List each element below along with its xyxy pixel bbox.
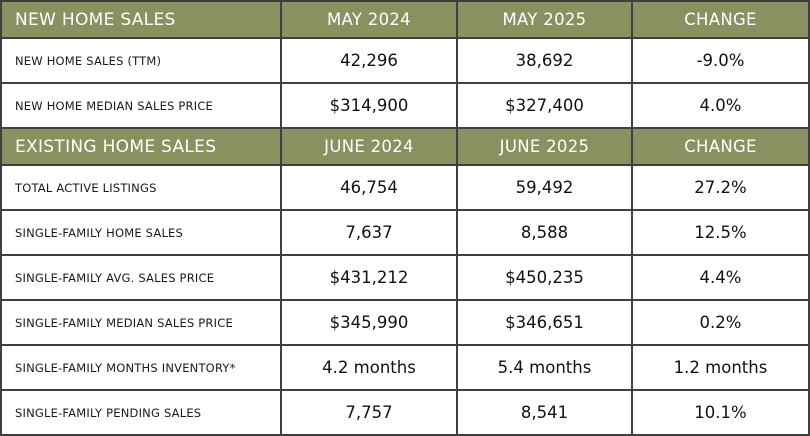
row-value-change: 4.0% <box>631 82 810 129</box>
row-value-change: 10.1% <box>631 389 810 436</box>
row-value-change: -9.0% <box>631 37 810 84</box>
row-value-2025: 59,492 <box>456 164 633 211</box>
existing-home-sales-section-title: EXISTING HOME SALES <box>0 127 282 166</box>
row-value-2025: $346,651 <box>456 299 633 346</box>
row-value-2024: 7,637 <box>280 209 458 256</box>
row-label: SINGLE-FAMILY AVG. SALES PRICE <box>0 254 282 301</box>
table-row: SINGLE-FAMILY MONTHS INVENTORY* 4.2 mont… <box>0 344 810 391</box>
table-row: TOTAL ACTIVE LISTINGS 46,754 59,492 27.2… <box>0 164 810 211</box>
row-value-change: 27.2% <box>631 164 810 211</box>
row-label: TOTAL ACTIVE LISTINGS <box>0 164 282 211</box>
existing-home-sales-header-row: EXISTING HOME SALES JUNE 2024 JUNE 2025 … <box>0 127 810 166</box>
table-row: SINGLE-FAMILY HOME SALES 7,637 8,588 12.… <box>0 209 810 256</box>
column-header-change: CHANGE <box>631 127 810 166</box>
new-home-sales-header-row: NEW HOME SALES MAY 2024 MAY 2025 CHANGE <box>0 0 810 39</box>
table-row: NEW HOME SALES (TTM) 42,296 38,692 -9.0% <box>0 37 810 84</box>
row-value-2025: 8,588 <box>456 209 633 256</box>
row-value-2024: 42,296 <box>280 37 458 84</box>
row-value-2024: 46,754 <box>280 164 458 211</box>
row-label: NEW HOME MEDIAN SALES PRICE <box>0 82 282 129</box>
column-header-may-2025: MAY 2025 <box>456 0 633 39</box>
row-label: SINGLE-FAMILY MONTHS INVENTORY* <box>0 344 282 391</box>
table-row: SINGLE-FAMILY PENDING SALES 7,757 8,541 … <box>0 389 810 436</box>
row-value-2024: 4.2 months <box>280 344 458 391</box>
row-label: NEW HOME SALES (TTM) <box>0 37 282 84</box>
row-label: SINGLE-FAMILY PENDING SALES <box>0 389 282 436</box>
row-value-2024: $345,990 <box>280 299 458 346</box>
row-value-2025: 8,541 <box>456 389 633 436</box>
column-header-june-2025: JUNE 2025 <box>456 127 633 166</box>
new-home-sales-section-title: NEW HOME SALES <box>0 0 282 39</box>
column-header-june-2024: JUNE 2024 <box>280 127 458 166</box>
row-value-2025: 38,692 <box>456 37 633 84</box>
row-value-change: 12.5% <box>631 209 810 256</box>
column-header-may-2024: MAY 2024 <box>280 0 458 39</box>
table-row: SINGLE-FAMILY MEDIAN SALES PRICE $345,99… <box>0 299 810 346</box>
row-label: SINGLE-FAMILY MEDIAN SALES PRICE <box>0 299 282 346</box>
row-value-change: 1.2 months <box>631 344 810 391</box>
table-row: SINGLE-FAMILY AVG. SALES PRICE $431,212 … <box>0 254 810 301</box>
row-value-2025: 5.4 months <box>456 344 633 391</box>
row-value-2025: $327,400 <box>456 82 633 129</box>
row-value-2024: 7,757 <box>280 389 458 436</box>
row-value-2024: $431,212 <box>280 254 458 301</box>
row-label: SINGLE-FAMILY HOME SALES <box>0 209 282 256</box>
row-value-2024: $314,900 <box>280 82 458 129</box>
column-header-change: CHANGE <box>631 0 810 39</box>
row-value-change: 4.4% <box>631 254 810 301</box>
table-row: NEW HOME MEDIAN SALES PRICE $314,900 $32… <box>0 82 810 129</box>
row-value-change: 0.2% <box>631 299 810 346</box>
row-value-2025: $450,235 <box>456 254 633 301</box>
